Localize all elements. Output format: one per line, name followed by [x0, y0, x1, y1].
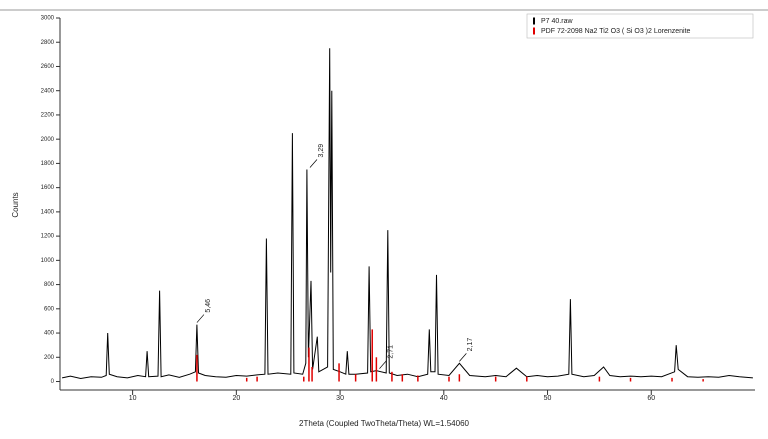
y-tick-label: 1000	[41, 258, 55, 264]
legend-label: P7 40.raw	[541, 18, 573, 25]
annotation-leader	[459, 353, 467, 362]
x-tick-label: 20	[232, 395, 240, 402]
x-tick-label: 40	[440, 395, 448, 402]
x-tick-label: 30	[336, 395, 344, 402]
y-tick-label: 0	[51, 379, 55, 385]
y-tick-label: 2400	[41, 88, 55, 94]
annotation-leader	[196, 314, 205, 323]
y-tick-label: 2800	[41, 40, 55, 46]
y-tick-label: 1400	[41, 209, 55, 215]
y-tick-label: 2600	[41, 64, 55, 70]
x-tick-label: 60	[647, 395, 655, 402]
y-tick-label: 400	[44, 331, 55, 337]
y-tick-label: 1200	[41, 234, 55, 240]
x-axis-label: 2Theta (Coupled TwoTheta/Theta) WL=1.540…	[299, 419, 470, 428]
annotation-leader	[309, 159, 318, 168]
y-tick-label: 200	[44, 355, 55, 361]
y-tick-label: 2000	[41, 137, 55, 143]
legend-box	[526, 13, 754, 39]
y-tick-label: 600	[44, 306, 55, 312]
x-tick-label: 10	[129, 395, 137, 402]
y-tick-label: 800	[44, 282, 55, 288]
y-tick-label: 2200	[41, 113, 55, 119]
legend-swatch	[533, 17, 535, 25]
annotation: 5,46	[205, 299, 212, 313]
annotation: 2,17	[467, 338, 474, 352]
pattern-line	[61, 48, 753, 380]
legend-swatch	[533, 27, 535, 35]
y-tick-label: 3000	[41, 16, 55, 22]
annotation: 3,29	[318, 144, 325, 158]
legend-label: PDF 72-2098 Na2 Ti2 O3 ( Si O3 )2 Lorenz…	[541, 28, 691, 35]
y-tick-label: 1600	[41, 185, 55, 191]
annotation: 2,71	[387, 345, 394, 359]
y-axis-label: Counts	[11, 192, 20, 217]
annotation-leader	[379, 360, 387, 369]
x-tick-label: 50	[544, 395, 552, 402]
y-tick-label: 1800	[41, 161, 55, 167]
